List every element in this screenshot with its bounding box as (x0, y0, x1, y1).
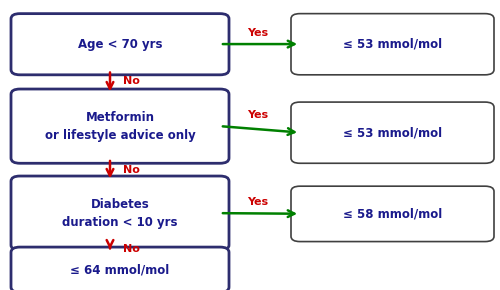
Text: No: No (122, 76, 140, 86)
FancyBboxPatch shape (11, 247, 229, 290)
Text: Diabetes
duration < 10 yrs: Diabetes duration < 10 yrs (62, 198, 178, 229)
Text: ≤ 58 mmol/mol: ≤ 58 mmol/mol (343, 207, 442, 220)
Text: Yes: Yes (247, 110, 268, 120)
Text: Age < 70 yrs: Age < 70 yrs (78, 38, 162, 51)
FancyBboxPatch shape (291, 14, 494, 75)
Text: Yes: Yes (247, 28, 268, 38)
FancyBboxPatch shape (291, 186, 494, 242)
FancyBboxPatch shape (11, 176, 229, 250)
Text: No: No (122, 165, 140, 175)
Text: ≤ 53 mmol/mol: ≤ 53 mmol/mol (343, 126, 442, 139)
Text: ≤ 64 mmol/mol: ≤ 64 mmol/mol (70, 263, 170, 276)
Text: Metformin
or lifestyle advice only: Metformin or lifestyle advice only (44, 111, 196, 142)
Text: No: No (122, 244, 140, 253)
Text: Yes: Yes (247, 197, 268, 207)
FancyBboxPatch shape (291, 102, 494, 163)
FancyBboxPatch shape (11, 14, 229, 75)
Text: ≤ 53 mmol/mol: ≤ 53 mmol/mol (343, 38, 442, 51)
FancyBboxPatch shape (11, 89, 229, 163)
